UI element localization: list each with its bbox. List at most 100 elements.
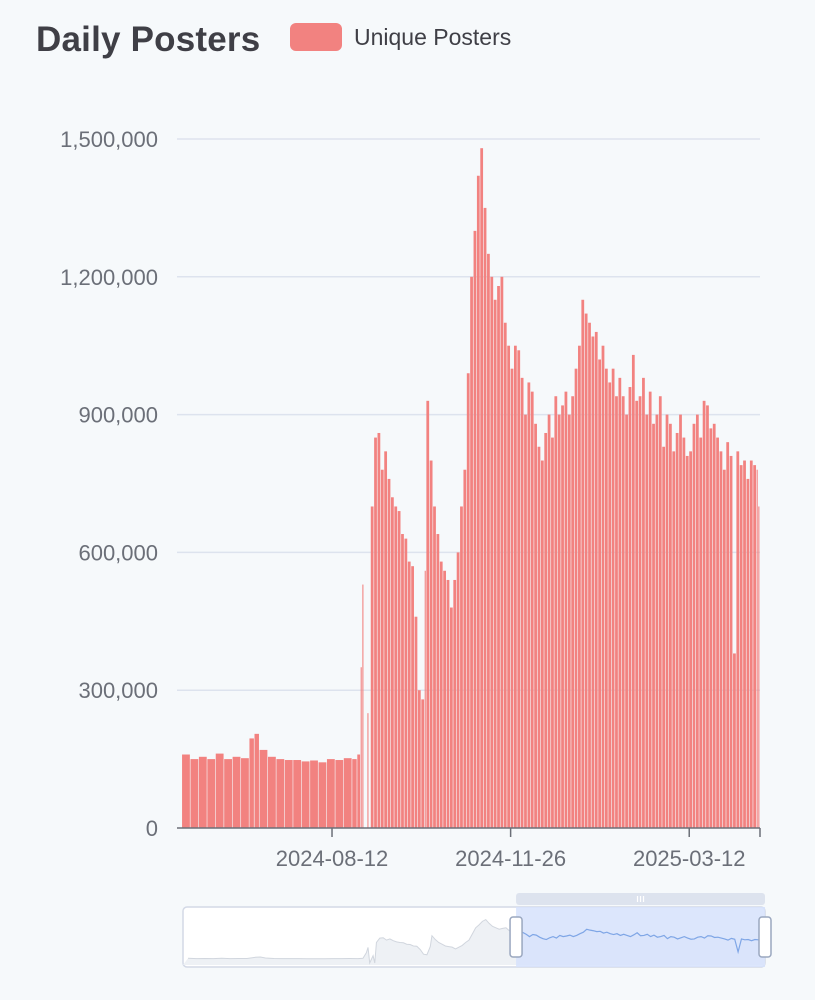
bar [254,733,259,828]
bar [507,345,511,828]
bar [362,584,364,828]
bar [648,391,652,828]
bar [517,350,521,828]
y-axis: 0 300,000 600,000 900,000 1,200,000 1,500,000 [60,127,158,841]
bar [301,761,310,828]
bar [397,511,401,828]
y-tick-label: 1,500,000 [60,127,158,152]
y-tick-label: 600,000 [78,540,158,565]
bar [483,207,487,828]
bar [215,753,224,828]
bar [547,414,551,828]
bar [722,469,726,828]
bar [284,760,293,828]
bar [433,506,436,828]
bar [276,759,285,828]
bar [544,432,548,828]
bar [357,754,361,828]
bar [736,451,740,828]
bar [424,570,426,828]
bar [621,396,625,828]
bar [232,756,241,828]
bar [682,437,686,828]
bar [473,230,477,828]
bar [439,561,443,828]
slider-handle-left[interactable] [509,916,523,958]
bar [207,759,216,828]
bar [241,758,249,828]
bar [733,653,736,828]
bar [578,345,581,828]
bar [749,460,753,828]
bar [631,354,635,828]
bar [198,756,207,828]
bar [574,368,578,828]
bar [729,455,733,828]
bar [591,336,595,828]
bar [335,760,344,828]
bar [588,322,591,828]
bar [429,460,433,828]
bar [293,760,302,828]
bar [497,285,500,828]
bar [520,377,524,828]
bar [645,414,649,828]
chart-title: Daily Posters [36,20,261,59]
bar [460,506,463,828]
bar [480,148,484,828]
bar [628,387,632,828]
legend-item-unique-posters[interactable]: Unique Posters [290,23,511,51]
bar [310,760,318,828]
bar [224,759,232,828]
bar [318,762,327,828]
y-tick-label: 300,000 [78,678,158,703]
bar [672,451,676,828]
y-tick-label: 1,200,000 [60,265,158,290]
bar [567,414,571,828]
bar [426,400,430,828]
bar [377,432,381,828]
bar [510,368,514,828]
bar [665,414,669,828]
bar [726,442,730,828]
bar [421,699,425,828]
bar [380,469,384,828]
slider-handle-right[interactable] [758,916,772,958]
bar [249,738,254,828]
bar [564,391,568,828]
bar [267,756,276,828]
bar [370,506,374,828]
bar [537,446,541,828]
bar [493,299,497,828]
bar [669,423,672,828]
bar [394,506,398,828]
data-zoom-slider[interactable] [182,893,772,968]
bar [449,607,453,828]
bar [739,465,743,828]
bar [407,561,411,828]
bar [689,451,692,828]
bar [470,276,473,828]
bar [625,414,628,828]
bar [534,423,537,828]
bar [401,534,404,828]
bar [756,469,758,828]
bar [608,382,612,828]
bar [343,758,352,828]
y-tick-label: 0 [146,816,158,841]
bar [699,437,703,828]
bar [476,175,480,828]
bar [557,414,561,828]
bar [753,465,757,828]
bar [404,538,408,828]
bar [443,570,446,828]
bar [190,759,199,828]
x-tick-label: 2025-03-12 [633,846,746,871]
x-axis: 2024-08-12 2024-11-26 2025-03-12 [177,827,761,871]
bar [561,405,564,828]
bar [716,437,719,828]
bar [642,377,645,828]
bar [702,400,706,828]
bar [746,478,750,828]
